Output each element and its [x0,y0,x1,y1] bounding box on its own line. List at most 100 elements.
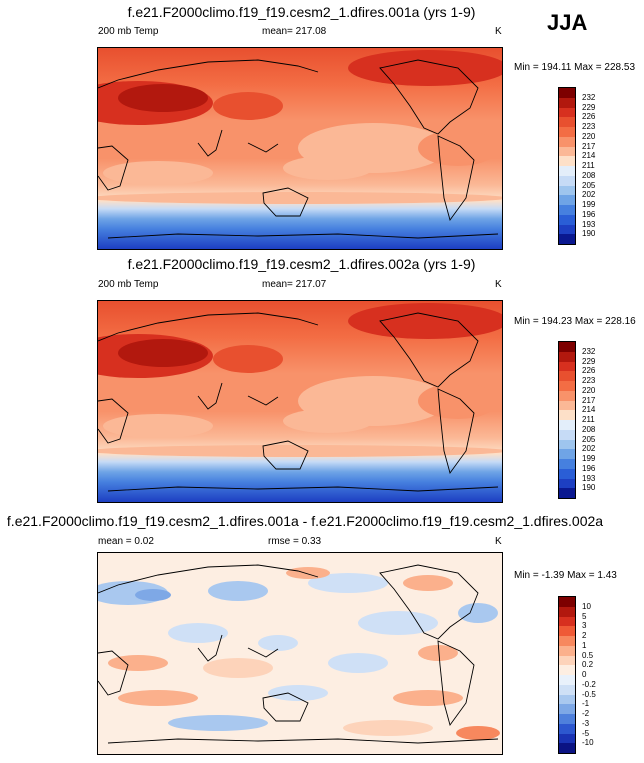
colorbar-tick-label: 10 [582,601,591,611]
colorbar-tick-label: -0.2 [582,679,596,689]
panel-1-minmax-label: Min = 194.11 Max = 228.53 [514,62,636,73]
panel-2-variable-label: 200 mb Temp [98,279,159,290]
colorbar-swatch [559,410,575,420]
colorbar-swatch [559,714,575,724]
colorbar-tick-label: 199 [582,454,596,463]
colorbar-tick-label: 202 [582,190,596,200]
colorbar-tick-label: 211 [582,415,595,424]
colorbar-tick-label: 193 [582,473,596,483]
colorbar-swatch [559,390,575,401]
colorbar-swatch [559,166,575,176]
colorbar-tick-label: 193 [582,219,596,229]
colorbar-tick-label: 208 [582,424,596,434]
panel-1-units-label: K [495,26,502,37]
colorbar-swatch [559,459,575,469]
colorbar-swatch [559,381,575,391]
colorbar-tick-label: 220 [582,131,596,141]
colorbar-tick-label: 223 [582,376,596,385]
panel-1-title: f.e21.F2000climo.f19_f19.cesm2_1.dfires.… [127,4,476,20]
colorbar-tick-label: 226 [582,366,596,376]
colorbar-tick-label: 220 [582,385,596,395]
panel-2-minmax-label: Min = 194.23 Max = 228.16 [514,316,636,327]
panel-2-colorbar [558,341,576,499]
panel-2-field [98,301,502,502]
colorbar-tick-label: 214 [582,151,596,161]
colorbar-swatch [559,606,575,617]
panel-1-map [97,47,503,250]
panel-2-map [97,300,503,503]
colorbar-tick-label: 202 [582,444,596,454]
panel-1-mean-label: mean= 217.08 [262,26,327,37]
panel-1-colorbar [558,87,576,245]
colorbar-swatch [559,361,575,372]
panel-3-anomaly-blobs [98,567,500,740]
colorbar-swatch [559,195,575,205]
colorbar-swatch [559,214,575,225]
colorbar-swatch [559,488,575,498]
colorbar-swatch [559,88,575,98]
colorbar-tick-label: 232 [582,346,596,356]
colorbar-tick-label: 0.5 [582,650,594,660]
panel-3-units-label: K [495,536,502,547]
colorbar-swatch [559,616,575,627]
colorbar-swatch [559,626,575,636]
colorbar-swatch [559,723,575,734]
colorbar-swatch [559,185,575,196]
colorbar-swatch [559,351,575,362]
panel-3-map [97,552,503,755]
colorbar-tick-label: 2 [582,631,587,640]
colorbar-tick-label: 223 [582,122,596,131]
colorbar-swatch [559,224,575,235]
colorbar-tick-label: 0.2 [582,660,594,670]
colorbar-tick-label: 190 [582,483,596,493]
panel-3-field [98,553,502,754]
colorbar-swatch [559,342,575,352]
colorbar-swatch [559,694,575,705]
colorbar-swatch [559,205,575,215]
panel-3-minmax-label: Min = -1.39 Max = 1.43 [514,570,617,581]
colorbar-tick-label: 5 [582,611,587,621]
colorbar-swatch [559,468,575,479]
colorbar-swatch [559,429,575,440]
panel-2-coastlines [98,312,499,492]
colorbar-tick-label: 214 [582,405,596,415]
panel-3-coastlines [98,564,499,744]
colorbar-tick-label: 229 [582,356,596,366]
colorbar-tick-label: 196 [582,463,596,473]
colorbar-tick-label: 217 [582,141,596,151]
colorbar-swatch [559,420,575,430]
panel-2-units-label: K [495,279,502,290]
colorbar-swatch [559,156,575,166]
colorbar-tick-label: 229 [582,102,596,112]
colorbar-swatch [559,107,575,118]
colorbar-tick-label: 211 [582,161,595,170]
panel-2-title: f.e21.F2000climo.f19_f19.cesm2_1.dfires.… [127,256,476,272]
panel-1-variable-label: 200 mb Temp [98,26,159,37]
panel-3-colorbar [558,596,576,754]
colorbar-swatch [559,733,575,744]
colorbar-tick-label: 0 [582,670,587,679]
colorbar-swatch [559,439,575,450]
colorbar-tick-label: -5 [582,728,590,738]
colorbar-swatch [559,449,575,459]
colorbar-tick-label: 232 [582,92,596,102]
colorbar-swatch [559,175,575,186]
colorbar-tick-label: -1 [582,699,590,709]
panel-1-field [98,48,502,249]
colorbar-tick-label: 199 [582,200,596,209]
colorbar-tick-label: 217 [582,395,596,405]
panel-2-mean-label: mean= 217.07 [262,279,327,290]
panel-3-title: f.e21.F2000climo.f19_f19.cesm2_1.dfires.… [6,513,604,529]
colorbar-tick-label: 205 [582,434,596,444]
colorbar-tick-label: -2 [582,709,590,718]
colorbar-tick-label: 3 [582,621,587,631]
colorbar-tick-label: -3 [582,718,590,728]
colorbar-swatch [559,97,575,108]
colorbar-tick-label: 208 [582,170,596,180]
colorbar-swatch [559,400,575,411]
colorbar-swatch [559,371,575,381]
colorbar-swatch [559,684,575,695]
colorbar-swatch [559,597,575,607]
colorbar-tick-label: -10 [582,738,594,748]
colorbar-tick-label: 205 [582,180,596,190]
